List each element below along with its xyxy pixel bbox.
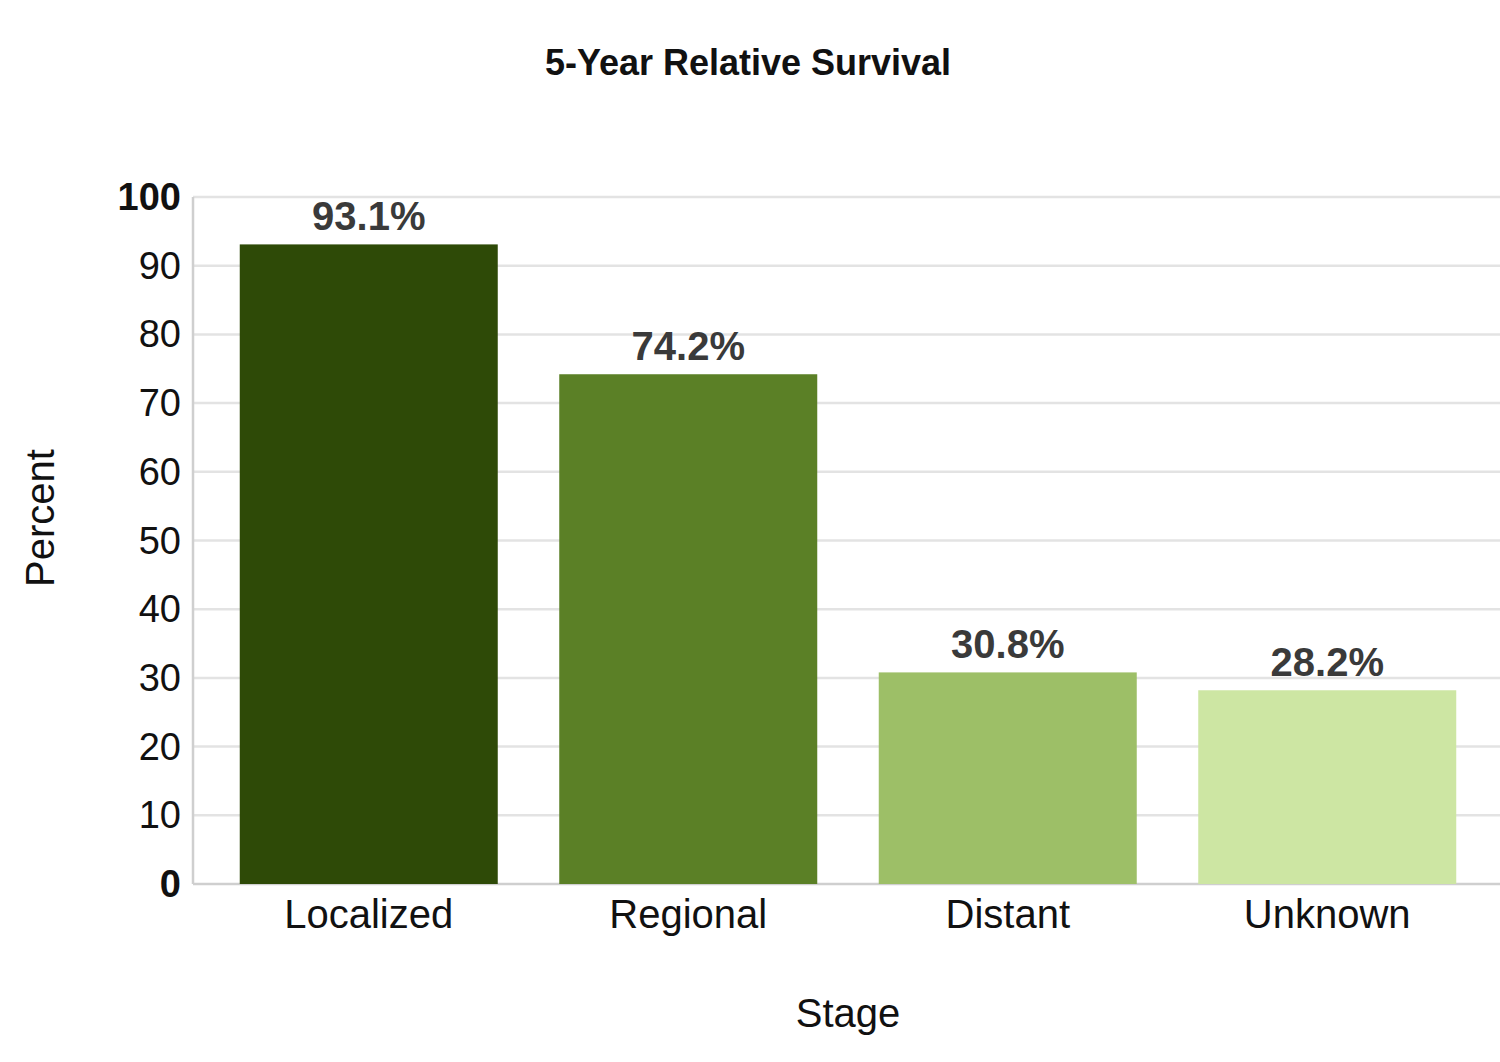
x-tick-label: Regional [609,892,767,936]
bars [240,244,1457,884]
x-tick-label: Localized [284,892,453,936]
y-tick-label: 100 [118,176,181,218]
chart-container: 5-Year Relative Survival 0 10 20 30 40 50 60 70 8… [0,0,1500,1062]
data-label: 28.2% [1271,640,1384,684]
y-axis-title: Percent [18,449,62,587]
chart-title: 5-Year Relative Survival [545,42,951,83]
y-grid [193,197,1500,884]
x-axis-title: Stage [796,991,901,1035]
y-tick-label: 60 [139,451,181,493]
bar [1198,690,1456,884]
y-tick-label: 50 [139,520,181,562]
x-tick-label: Unknown [1244,892,1411,936]
y-tick-label: 80 [139,313,181,355]
y-tick-label: 30 [139,657,181,699]
bar [879,672,1137,884]
y-tick-label: 40 [139,588,181,630]
data-label: 74.2% [632,324,745,368]
data-label: 30.8% [951,622,1064,666]
y-axis-line [192,197,195,884]
x-tick-label: Distant [946,892,1071,936]
bar [559,374,817,884]
chart-svg: 5-Year Relative Survival 0 10 20 30 40 50 60 70 8… [0,0,1500,1062]
data-label: 93.1% [312,194,425,238]
bar [240,244,498,884]
y-tick-label: 10 [139,794,181,836]
y-tick-label: 0 [160,863,181,905]
y-tick-label: 70 [139,382,181,424]
y-tick-label: 90 [139,245,181,287]
y-tick-label: 20 [139,726,181,768]
